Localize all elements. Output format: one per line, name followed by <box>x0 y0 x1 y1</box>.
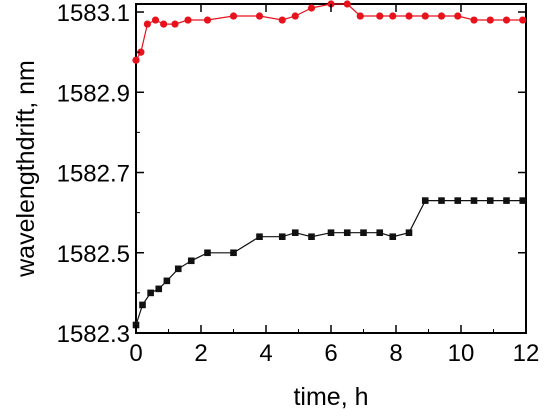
data-point <box>421 12 429 20</box>
data-point <box>470 16 478 24</box>
data-point <box>503 197 510 204</box>
series-1 <box>132 0 527 64</box>
data-point <box>389 233 397 241</box>
data-point <box>421 197 429 204</box>
data-point <box>486 16 494 24</box>
data-point <box>171 20 179 28</box>
x-tick-label: 0 <box>129 340 142 367</box>
data-point <box>278 233 286 241</box>
y-tick-label: 1582.3 <box>57 321 130 348</box>
data-point <box>519 16 527 24</box>
y-tick-label: 1582.9 <box>57 80 130 107</box>
data-point <box>160 20 168 28</box>
x-tick-label: 12 <box>513 340 540 367</box>
x-tick-label: 6 <box>324 340 337 367</box>
x-tick-label: 10 <box>448 340 475 367</box>
data-point <box>454 12 462 20</box>
series-group <box>132 0 527 329</box>
x-axis-label: time, h <box>293 383 368 411</box>
data-point <box>470 197 478 204</box>
data-point <box>187 257 195 265</box>
data-point <box>203 16 212 24</box>
series-line <box>135 3 523 61</box>
series-2 <box>132 197 527 329</box>
y-tick-label: 1582.5 <box>57 241 130 268</box>
data-point <box>486 197 494 204</box>
data-point <box>291 12 299 20</box>
data-point <box>147 289 154 297</box>
data-point <box>405 12 413 20</box>
data-point <box>229 12 238 20</box>
data-point <box>519 197 527 204</box>
data-point <box>184 16 192 24</box>
data-point <box>376 229 384 236</box>
data-point <box>132 56 140 64</box>
axis-ticks: 0 2 4 6 8 10 12 1582.3 1582.5 1582.7 1582.9 1583.1 <box>57 0 540 367</box>
y-tick-label: 1583.1 <box>57 0 130 27</box>
data-point <box>454 197 462 204</box>
data-point <box>139 301 146 309</box>
data-point <box>356 12 364 20</box>
y-tick-label: 1582.7 <box>57 161 130 188</box>
data-point <box>405 229 413 236</box>
data-point <box>132 321 140 329</box>
data-point <box>291 229 299 236</box>
data-point <box>174 265 182 273</box>
data-point <box>255 12 264 20</box>
data-point <box>308 233 315 241</box>
data-point <box>437 12 446 20</box>
data-point <box>151 16 160 24</box>
data-point <box>155 285 163 293</box>
data-point <box>137 48 145 56</box>
plot-area <box>135 3 527 334</box>
data-point <box>343 229 351 236</box>
plot-frame <box>135 3 527 334</box>
data-point <box>278 16 286 24</box>
data-point <box>163 277 171 285</box>
data-point <box>204 249 211 257</box>
x-tick-label: 2 <box>194 340 207 367</box>
data-point <box>327 229 335 236</box>
data-point <box>438 197 445 204</box>
x-tick-label: 4 <box>259 340 272 367</box>
data-point <box>307 4 316 12</box>
x-tick-label: 8 <box>389 340 402 367</box>
data-point <box>230 249 237 257</box>
data-point <box>376 12 384 20</box>
y-axis-label: wavelengthdrift, nm <box>12 60 40 278</box>
data-point <box>360 229 367 236</box>
data-point <box>502 16 511 24</box>
data-point <box>143 20 151 28</box>
data-point <box>343 0 351 8</box>
data-point <box>256 233 263 241</box>
data-point <box>389 12 397 20</box>
